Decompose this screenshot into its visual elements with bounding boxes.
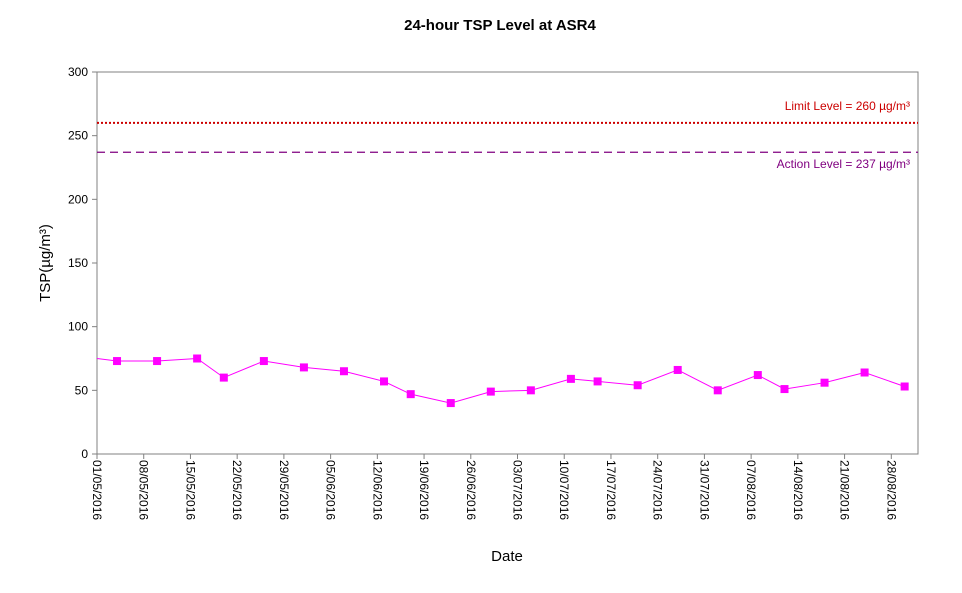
- x-tick-label: 05/06/2016: [324, 460, 338, 520]
- x-tick-label: 07/08/2016: [744, 460, 758, 520]
- data-point: [193, 354, 202, 363]
- x-axis-label: Date: [491, 548, 523, 565]
- data-point: [713, 386, 722, 395]
- y-tick-label: 200: [68, 192, 88, 206]
- x-tick-label: 28/08/2016: [884, 460, 898, 520]
- x-tick-label: 08/05/2016: [137, 460, 151, 520]
- data-point: [219, 373, 228, 382]
- y-tick-label: 50: [75, 383, 89, 397]
- data-point: [780, 385, 789, 394]
- reference-line-label: Action Level = 237 µg/m³: [777, 157, 910, 171]
- data-point: [753, 371, 762, 380]
- data-point: [299, 363, 308, 372]
- data-point: [566, 374, 575, 383]
- data-point: [673, 365, 682, 374]
- x-tick-label: 19/06/2016: [417, 460, 431, 520]
- x-tick-label: 01/05/2016: [90, 460, 104, 520]
- plot-area: [96, 71, 919, 455]
- data-point: [153, 357, 162, 366]
- data-point: [380, 377, 389, 386]
- chart-title: 24-hour TSP Level at ASR4: [404, 17, 596, 34]
- y-tick-label: 300: [68, 65, 88, 79]
- x-axis: 01/05/2016 08/05/2016 15/05/2016 22/05/2016…: [90, 454, 898, 520]
- series: [96, 354, 909, 408]
- reference-lines: Limit Level = 260 µg/m³ Action Level = 23…: [97, 99, 918, 171]
- y-axis-label: TSP(µg/m³): [37, 224, 54, 302]
- x-tick-label: 03/07/2016: [511, 460, 525, 520]
- y-tick-label: 0: [81, 447, 88, 461]
- x-tick-label: 31/07/2016: [697, 460, 711, 520]
- x-tick-label: 15/05/2016: [183, 460, 197, 520]
- data-point: [820, 378, 829, 387]
- data-point: [633, 381, 642, 390]
- data-point: [526, 386, 535, 395]
- x-tick-label: 21/08/2016: [838, 460, 852, 520]
- series-line: [96, 357, 905, 404]
- x-tick-label: 29/05/2016: [277, 460, 291, 520]
- x-tick-label: 12/06/2016: [370, 460, 384, 520]
- data-point: [259, 357, 268, 366]
- x-tick-label: 26/06/2016: [464, 460, 478, 520]
- y-axis: 0 50 100 150 200 250 300: [68, 65, 97, 461]
- x-tick-label: 10/07/2016: [557, 460, 571, 520]
- data-point: [406, 390, 415, 399]
- data-point: [113, 357, 122, 366]
- x-tick-label: 24/07/2016: [651, 460, 665, 520]
- y-tick-label: 250: [68, 129, 88, 143]
- data-point: [860, 368, 869, 377]
- data-point: [446, 399, 455, 408]
- y-tick-label: 100: [68, 320, 88, 334]
- data-point: [900, 382, 909, 391]
- y-tick-label: 150: [68, 256, 88, 270]
- data-point: [339, 367, 348, 376]
- reference-line-label: Limit Level = 260 µg/m³: [785, 99, 910, 113]
- data-point: [486, 387, 495, 396]
- data-point: [593, 377, 602, 386]
- x-tick-label: 22/05/2016: [230, 460, 244, 520]
- x-tick-label: 14/08/2016: [791, 460, 805, 520]
- x-tick-label: 17/07/2016: [604, 460, 618, 520]
